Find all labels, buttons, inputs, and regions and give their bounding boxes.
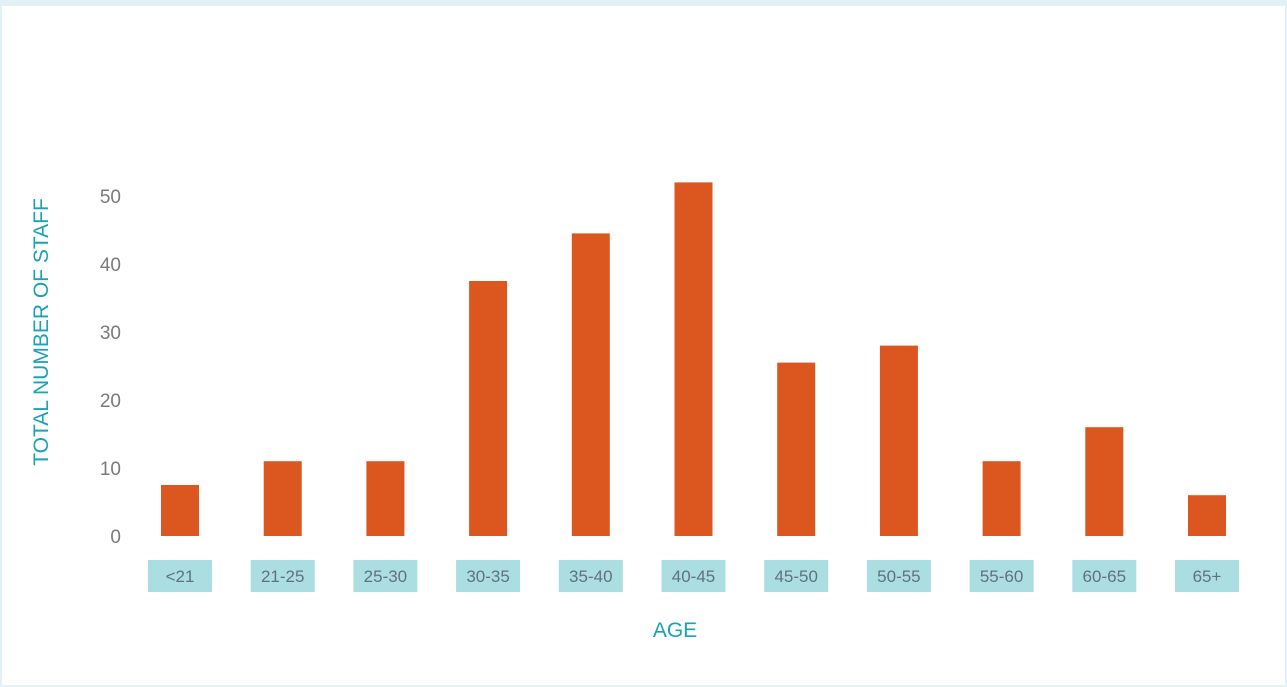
y-tick-label: 0	[110, 527, 121, 548]
bar	[571, 233, 610, 536]
y-tick-label: 20	[100, 391, 121, 412]
y-tick-label: 10	[100, 459, 121, 480]
x-category-box	[353, 560, 418, 592]
y-axis-title: TOTAL NUMBER OF STAFF	[30, 198, 53, 466]
y-axis-ticks: 0 10 20 30 40 50	[100, 187, 121, 548]
x-category-box	[764, 560, 829, 592]
x-tick-label: 25-30	[364, 567, 407, 586]
x-category-box	[148, 560, 212, 592]
bar	[366, 461, 405, 536]
x-category-box	[969, 560, 1034, 592]
bar	[1188, 495, 1226, 536]
x-category-box	[866, 560, 931, 592]
x-tick-label: 50-55	[877, 567, 920, 586]
bar	[674, 182, 713, 536]
x-tick-label: 55-60	[980, 567, 1023, 586]
x-tick-label: 45-50	[774, 567, 817, 586]
bar	[982, 461, 1021, 536]
x-tick-label: 60-65	[1083, 567, 1126, 586]
x-tick-label: 65+	[1193, 567, 1222, 586]
x-tick-label: 30-35	[466, 567, 509, 586]
x-tick-label: 35-40	[569, 567, 612, 586]
bars	[161, 182, 1226, 536]
y-tick-label: 50	[100, 187, 121, 208]
bar	[1085, 427, 1124, 536]
bar	[161, 485, 199, 536]
x-category-box	[1072, 560, 1137, 592]
x-tick-label: 21-25	[261, 567, 304, 586]
x-category-box	[661, 560, 726, 592]
x-axis-title: AGE	[653, 619, 697, 642]
bar	[879, 345, 918, 536]
x-category-box	[250, 560, 315, 592]
x-axis-categories: <21 21-25 25-30 30-35 35-40 40-45 45-50 50-55 55…	[148, 560, 1239, 592]
y-tick-label: 40	[100, 255, 121, 276]
bar	[469, 281, 508, 536]
x-tick-label: 40-45	[672, 567, 715, 586]
bar	[777, 362, 816, 536]
x-category-box	[1175, 560, 1239, 592]
x-tick-label: <21	[166, 567, 195, 586]
x-category-box	[558, 560, 623, 592]
x-category-box	[456, 560, 521, 592]
bar	[263, 461, 302, 536]
y-tick-label: 30	[100, 323, 121, 344]
